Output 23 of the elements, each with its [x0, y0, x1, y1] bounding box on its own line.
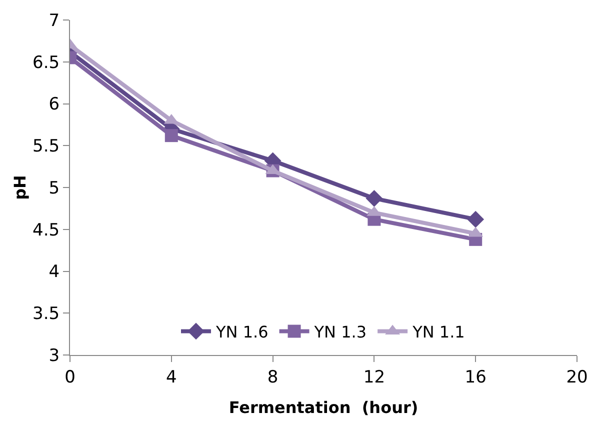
- legend-label: YN 1.1: [412, 322, 465, 342]
- x-tick-label: 8: [267, 367, 278, 388]
- point: [164, 129, 178, 142]
- legend-label: YN 1.6: [215, 322, 268, 342]
- point: [467, 210, 484, 228]
- y-tick-label: 5: [48, 178, 60, 198]
- y-tick-label: 3.5: [32, 304, 60, 324]
- y-tick-label: 5.5: [32, 136, 60, 157]
- y-tick-label: 4.5: [32, 220, 60, 240]
- x-tick-label: 0: [64, 367, 76, 388]
- y-axis-title: pH: [10, 175, 30, 200]
- y-tick-label: 3: [48, 346, 60, 366]
- x-tick-label: 12: [363, 367, 386, 388]
- x-tick-label: 4: [166, 367, 177, 388]
- x-tick-label: 20: [566, 367, 588, 388]
- legend-label: YN 1.3: [313, 322, 367, 342]
- y-tick-label: 6: [48, 94, 60, 115]
- x-tick-label: 16: [464, 367, 486, 388]
- x-axis-title: Fermentation (hour): [228, 398, 418, 418]
- y-tick-label: 4: [48, 262, 60, 282]
- point: [366, 190, 383, 207]
- y-tick-label: 7: [48, 10, 60, 31]
- y-tick-label: 6.5: [32, 52, 60, 73]
